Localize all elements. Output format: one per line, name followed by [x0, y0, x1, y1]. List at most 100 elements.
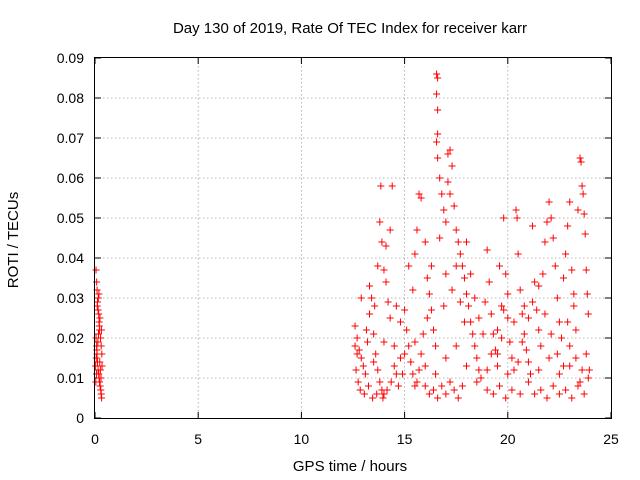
data-point: [357, 294, 365, 302]
data-point: [413, 226, 421, 234]
data-point: [380, 338, 388, 346]
data-point: [413, 378, 421, 386]
data-point: [500, 214, 508, 222]
data-point: [518, 310, 526, 318]
data-point: [382, 278, 390, 286]
data-point: [94, 306, 102, 314]
data-point: [392, 370, 400, 378]
data-point: [562, 250, 570, 258]
data-point: [432, 370, 440, 378]
data-point: [433, 70, 441, 78]
data-point: [584, 374, 592, 382]
data-point: [496, 382, 504, 390]
data-point: [475, 314, 483, 322]
data-point: [460, 274, 468, 282]
data-point: [458, 382, 466, 390]
data-point: [580, 210, 588, 218]
data-point: [392, 302, 400, 310]
data-point: [537, 342, 545, 350]
data-point: [572, 326, 580, 334]
data-point: [421, 362, 429, 370]
data-point: [423, 274, 431, 282]
data-point: [94, 338, 102, 346]
data-point: [545, 198, 553, 206]
data-point: [498, 334, 506, 342]
data-point: [96, 366, 104, 374]
data-point: [566, 198, 574, 206]
data-point: [481, 298, 489, 306]
chart-title: Day 130 of 2019, Rate Of TEC Index for r…: [173, 20, 527, 37]
data-point: [560, 362, 568, 370]
data-point: [442, 270, 450, 278]
data-point: [465, 302, 473, 310]
data-point: [374, 262, 382, 270]
data-point: [500, 306, 508, 314]
data-point: [527, 370, 535, 378]
data-point: [417, 194, 425, 202]
data-point: [405, 342, 413, 350]
data-point: [433, 90, 441, 98]
data-point: [411, 338, 419, 346]
data-point: [442, 354, 450, 362]
data-point: [463, 290, 471, 298]
data-point: [522, 346, 530, 354]
data-point: [97, 326, 105, 334]
data-point: [555, 390, 563, 398]
data-point: [98, 350, 106, 358]
data-point: [574, 382, 582, 390]
data-point: [444, 178, 452, 186]
data-point: [97, 342, 105, 350]
data-point: [471, 294, 479, 302]
data-point: [524, 378, 532, 386]
data-point: [377, 182, 385, 190]
data-point: [436, 234, 444, 242]
data-point: [458, 262, 466, 270]
data-point: [512, 206, 520, 214]
data-point: [574, 206, 582, 214]
data-point: [578, 182, 586, 190]
data-point: [539, 270, 547, 278]
data-point: [452, 226, 460, 234]
data-point: [581, 230, 589, 238]
data-point: [357, 354, 365, 362]
data-point: [409, 370, 417, 378]
data-point: [407, 358, 415, 366]
data-point: [438, 190, 446, 198]
data-point: [356, 386, 364, 394]
data-point: [411, 382, 419, 390]
data-point: [403, 326, 411, 334]
data-point: [380, 266, 388, 274]
data-point: [454, 238, 462, 246]
data-point: [547, 330, 555, 338]
data-point: [448, 286, 456, 294]
data-point: [434, 130, 442, 138]
data-point: [543, 218, 551, 226]
data-point: [96, 382, 104, 390]
data-point: [382, 242, 390, 250]
data-point: [568, 266, 576, 274]
data-point: [372, 350, 380, 358]
y-axis-ticks: 0 0.01 0.02 0.03 0.04 0.05 0.06 0.07 0.08 0.09: [57, 50, 611, 426]
data-point: [502, 394, 510, 402]
data-point: [584, 310, 592, 318]
data-point: [498, 302, 506, 310]
data-point: [513, 214, 521, 222]
data-point: [518, 338, 526, 346]
data-point: [419, 330, 427, 338]
x-tick-label: 20: [500, 431, 516, 447]
data-point: [378, 238, 386, 246]
data-point: [366, 310, 374, 318]
data-point: [557, 334, 565, 342]
data-point: [361, 370, 369, 378]
data-point: [411, 250, 419, 258]
data-point: [543, 394, 551, 402]
data-point: [415, 366, 423, 374]
data-point: [423, 314, 431, 322]
data-point: [535, 366, 543, 374]
data-point: [520, 302, 528, 310]
data-point: [483, 246, 491, 254]
x-tick-label: 10: [294, 431, 310, 447]
data-point: [415, 190, 423, 198]
data-point: [562, 386, 570, 394]
data-point: [570, 290, 578, 298]
